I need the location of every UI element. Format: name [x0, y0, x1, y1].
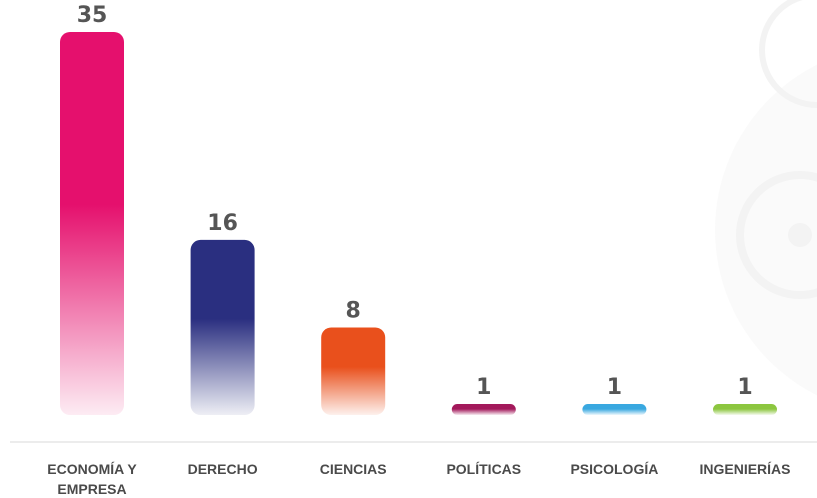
- bar: [582, 404, 646, 415]
- category-label: INGENIERÍAS: [685, 459, 805, 479]
- category-label: CIENCIAS: [293, 459, 413, 479]
- page: 35 16 8 1 1 1 ECONOMÍA Y EMPRESA DERECHO CIENCI…: [0, 0, 817, 498]
- chart: 35 16 8 1 1 1: [0, 0, 817, 498]
- bar: [60, 32, 124, 415]
- category-label: PSICOLOGÍA: [554, 459, 674, 479]
- value-label: 8: [346, 298, 361, 323]
- category-label: DERECHO: [163, 459, 283, 479]
- category-label: ECONOMÍA Y EMPRESA: [47, 459, 137, 498]
- bar: [452, 404, 516, 415]
- value-label: 35: [77, 3, 108, 28]
- bar: [321, 327, 385, 415]
- value-label: 16: [207, 211, 238, 236]
- bar: [191, 240, 255, 415]
- background-gears: [715, 0, 817, 415]
- category-label: POLÍTICAS: [424, 459, 544, 479]
- value-label: 1: [737, 375, 752, 400]
- bar: [713, 404, 777, 415]
- value-label: 1: [607, 375, 622, 400]
- value-label: 1: [476, 375, 491, 400]
